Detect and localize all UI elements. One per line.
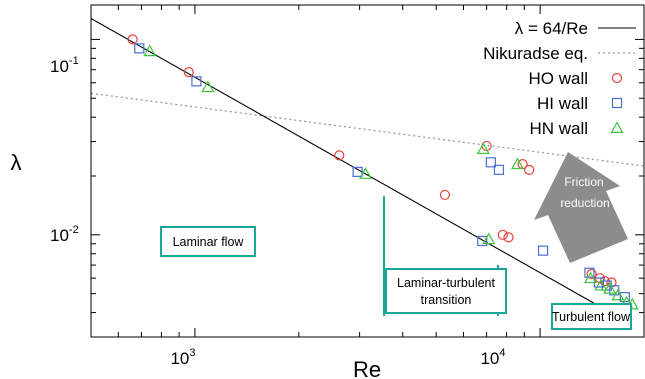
hi-wall-point-2 xyxy=(352,166,363,177)
arrow-text-line1: Friction xyxy=(564,175,603,189)
axis-ticks xyxy=(90,5,645,338)
hi-wall-point-0 xyxy=(134,43,145,54)
legend-swatch-hn-wall xyxy=(610,121,624,133)
y-tick-label-2: 10-2 xyxy=(50,224,79,245)
hn-wall-point-1 xyxy=(201,80,215,93)
hn-wall-point-6 xyxy=(584,271,598,284)
transition-text-line2: transition xyxy=(421,293,472,307)
hn-wall-point-2 xyxy=(358,167,373,179)
transition-label: Laminar-turbulent transition xyxy=(385,268,507,314)
hi-wall-point-6 xyxy=(537,245,549,256)
legend: λ = 64/Re Nikuradse eq. HO wall HI wall HN w… xyxy=(483,19,636,138)
hi-wall-point-7 xyxy=(584,267,595,278)
ho-wall-point-6 xyxy=(503,232,514,243)
x-tick-label-1: 103 xyxy=(170,347,195,368)
ho-wall-point-1 xyxy=(183,67,194,78)
ho-wall-point-2 xyxy=(334,150,345,161)
legend-swatch-ho-wall xyxy=(611,72,623,84)
turbulent-flow-label: Turbulent flow xyxy=(551,303,632,330)
turbulent-flow-text: Turbulent flow xyxy=(552,310,631,324)
ho-wall-point-5 xyxy=(497,229,508,240)
legend-label-64-re: λ = 64/Re xyxy=(515,19,588,38)
legend-label-ho-wall: HO wall xyxy=(528,69,588,88)
hi-wall-point-5 xyxy=(493,164,505,175)
ho-wall-point-3 xyxy=(439,189,451,201)
hi-wall-point-4 xyxy=(485,157,496,168)
legend-swatch-hi-wall xyxy=(611,97,623,109)
arrow-text-line2: reduction xyxy=(560,196,609,210)
laminar-64-re-line xyxy=(91,17,620,319)
hi-wall-point-11 xyxy=(619,292,630,303)
laminar-flow-label: Laminar flow xyxy=(160,226,256,257)
laminar-flow-text: Laminar flow xyxy=(173,235,245,249)
hi-wall-point-3 xyxy=(477,235,488,247)
data-points xyxy=(127,34,639,310)
x-tick-label-2: 104 xyxy=(480,347,505,368)
hn-wall-point-9 xyxy=(611,288,625,301)
plot-frame xyxy=(90,4,645,338)
legend-label-nikuradse-eq: Nikuradse eq. xyxy=(483,44,588,63)
hn-wall-point-4 xyxy=(482,232,496,245)
ho-wall-point-8 xyxy=(524,164,535,175)
friction-reduction-arrow: Friction reduction xyxy=(534,152,628,263)
y-axis-label: λ xyxy=(11,150,22,175)
arrow-shape xyxy=(534,152,628,263)
y-tick-label-1: 10-1 xyxy=(50,55,79,76)
x-axis-label: Re xyxy=(353,357,381,379)
hn-wall-point-5 xyxy=(510,157,525,170)
hn-wall-point-8 xyxy=(603,281,617,294)
legend-label-hi-wall: HI wall xyxy=(537,94,588,113)
ho-wall-point-9 xyxy=(586,268,597,280)
hn-wall-point-7 xyxy=(594,278,608,291)
hn-wall-point-0 xyxy=(143,44,157,57)
transition-text-line1: Laminar-turbulent xyxy=(397,276,495,290)
ho-wall-point-0 xyxy=(127,34,138,45)
legend-label-hn-wall: HN wall xyxy=(529,119,588,138)
hi-wall-point-1 xyxy=(191,76,202,87)
hn-wall-point-3 xyxy=(476,142,490,154)
